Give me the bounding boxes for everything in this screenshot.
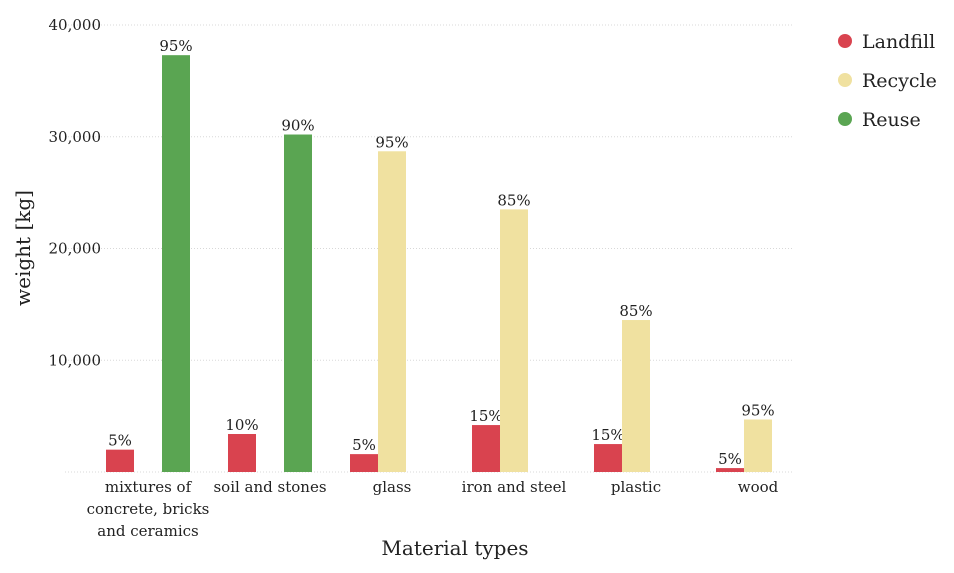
data-label: 5% [718,450,742,468]
bar-landfill [106,449,134,472]
bar-recycle [622,320,650,472]
x-tick-label: concrete, bricks [87,500,210,518]
bar-landfill [472,425,500,472]
bar-landfill [228,434,256,472]
x-tick-label: plastic [611,478,661,496]
y-axis-ticks: 10,000 20,000 30,000 40,000 [49,16,102,369]
bars: 5% 10% 5% 15% 15% 5% 95% 85% 85% 95% 95% 90% [106,37,775,473]
x-tick-label: iron and steel [462,478,567,496]
x-axis-title: Material types [381,536,528,560]
y-tick-label: 30,000 [49,128,102,146]
data-label: 85% [619,302,652,320]
data-label: 90% [281,117,314,135]
x-tick-label: soil and stones [213,478,326,496]
data-label: 5% [352,436,376,454]
legend-label: Landfill [862,31,935,53]
bar-reuse [162,55,190,473]
x-tick-label: wood [738,478,779,496]
bar-landfill [350,454,378,472]
x-tick-label: mixtures of [105,478,193,496]
data-label: 5% [108,432,132,450]
legend-marker-recycle [838,73,852,87]
data-label: 15% [469,407,502,425]
legend-marker-reuse [838,112,852,126]
legend-marker-landfill [838,34,852,48]
bar-recycle [378,151,406,472]
y-axis-title: weight [kg] [11,190,35,306]
x-axis-ticks: mixtures of concrete, bricks and ceramics s… [87,478,779,540]
y-tick-label: 40,000 [49,16,102,34]
legend: Landfill Recycle Reuse [838,31,937,131]
data-label: 10% [225,416,258,434]
y-tick-label: 10,000 [49,351,102,369]
y-tick-label: 20,000 [49,240,102,258]
data-label: 95% [159,37,192,55]
legend-label: Recycle [862,70,937,92]
gridlines [65,24,792,473]
x-tick-label: glass [373,478,412,496]
x-tick-label: and ceramics [97,522,198,540]
bar-landfill [594,444,622,472]
bar-recycle [744,419,772,472]
data-label: 95% [375,133,408,151]
legend-label: Reuse [862,109,921,131]
data-label: 95% [741,401,774,419]
data-label: 15% [591,426,624,444]
bar-reuse [284,134,312,472]
bar-recycle [500,209,528,472]
data-label: 85% [497,191,530,209]
bar-landfill [716,468,744,472]
